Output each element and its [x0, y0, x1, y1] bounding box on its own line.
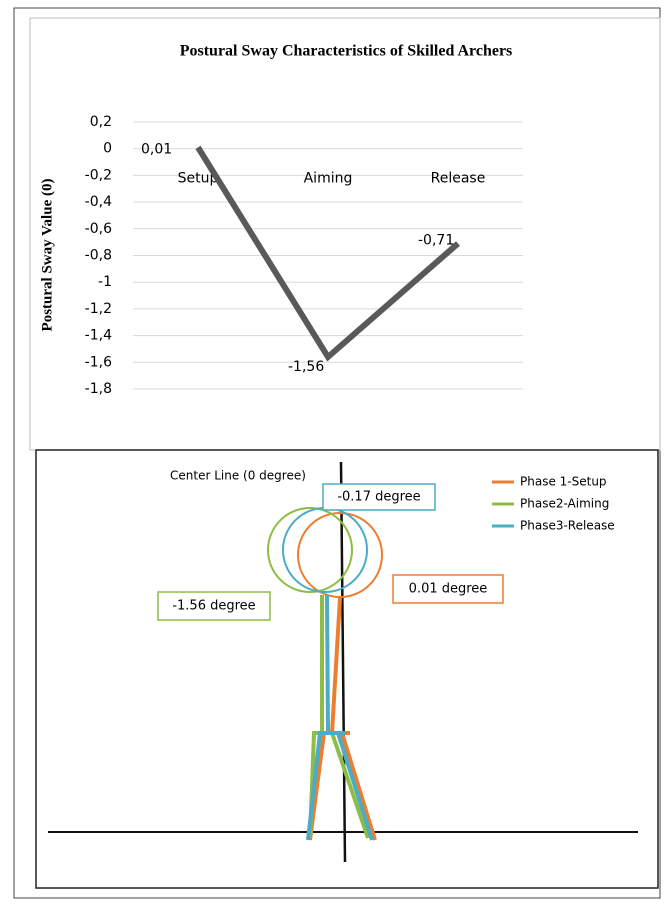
body [332, 598, 340, 733]
body [327, 595, 328, 733]
legend-label: Phase3-Release [520, 519, 615, 533]
callout-label: -0.17 degree [337, 490, 420, 505]
y-tick-label: -1 [98, 274, 112, 290]
head [268, 508, 352, 592]
y-tick-label: 0,2 [90, 114, 112, 130]
data-label: -0,71 [418, 232, 454, 248]
y-tick-label: -0,8 [85, 248, 112, 264]
x-tick-label: Aiming [304, 171, 353, 187]
chart-title: Postural Sway Characteristics of Skilled… [180, 43, 513, 60]
figure: Postural Sway Characteristics of Skilled… [0, 0, 672, 903]
y-axis-label: Postural Sway Value (0) [39, 179, 55, 332]
head [283, 508, 367, 592]
head [298, 513, 382, 597]
legend-label: Phase2-Aiming [520, 497, 609, 511]
callout-label: -1.56 degree [172, 599, 255, 614]
y-tick-label: -0,2 [85, 167, 112, 183]
page: Postural Sway Characteristics of Skilled… [0, 0, 672, 903]
data-label: 0,01 [141, 141, 172, 157]
y-tick-label: -1,2 [85, 301, 112, 317]
data-label: -1,56 [288, 359, 324, 375]
leg [342, 733, 375, 840]
y-tick-label: -0,4 [85, 194, 112, 210]
y-tick-label: -0,6 [85, 221, 112, 237]
chart-frame [30, 18, 660, 450]
y-tick-label: -1,6 [85, 354, 112, 370]
y-tick-label: -1,4 [85, 328, 112, 344]
diagram-frame [36, 450, 658, 888]
callout-label: 0.01 degree [409, 582, 488, 597]
y-tick-label: -1,8 [85, 381, 112, 397]
leg [332, 733, 368, 838]
center-line-label: Center Line (0 degree) [170, 469, 306, 483]
diagram-layer: Phase 1-Setup Phase2-Aiming Phase3-Release… [158, 475, 615, 841]
x-tick-label: Release [431, 171, 486, 187]
legend-label: Phase 1-Setup [520, 475, 607, 489]
y-tick-label: 0 [103, 141, 112, 157]
